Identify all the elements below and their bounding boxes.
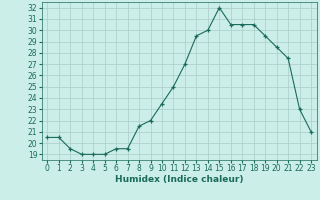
X-axis label: Humidex (Indice chaleur): Humidex (Indice chaleur) xyxy=(115,175,244,184)
